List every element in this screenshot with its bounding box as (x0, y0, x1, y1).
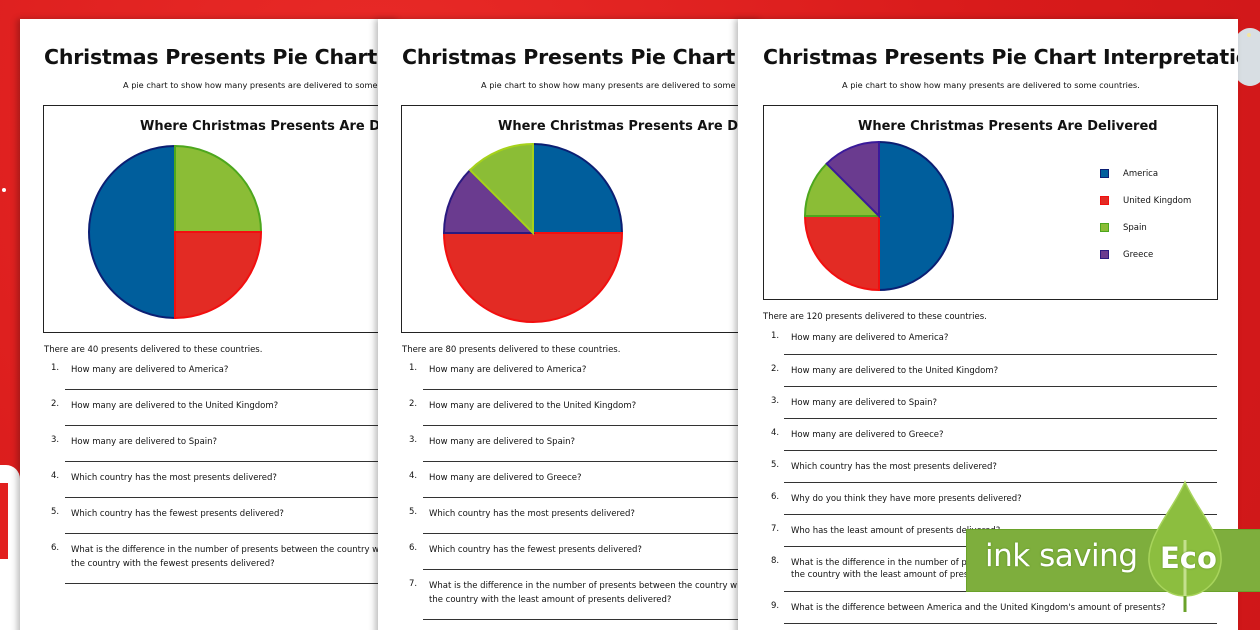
answer-line-4[interactable] (784, 450, 1217, 452)
total-presents-text: There are 80 presents delivered to these… (402, 345, 621, 355)
answer-line-4[interactable] (65, 497, 400, 499)
answer-line-3[interactable] (65, 461, 400, 463)
worksheet-title: Christmas Presents Pie Chart Interpretat… (763, 45, 1238, 69)
chart-frame: Where Christmas Presents Are Delivered A… (763, 105, 1218, 300)
answer-line-1[interactable] (784, 354, 1217, 356)
answer-line-7[interactable] (423, 619, 762, 621)
worksheet-1: Christmas Presents Pie Chart Interpretat… (20, 19, 400, 630)
chart-title: Where Christmas Presents Are Delivered (858, 119, 1158, 134)
answer-line-6[interactable] (65, 583, 400, 585)
snow-dot (1247, 33, 1251, 37)
answer-line-3[interactable] (423, 461, 762, 463)
worksheet-title: Christmas Presents Pie Chart Interpretat… (44, 45, 400, 69)
chart-frame: Where Christmas Presents Are Delivered (401, 105, 762, 333)
answer-line-1[interactable] (423, 389, 762, 391)
answer-line-2[interactable] (423, 425, 762, 427)
answer-line-2[interactable] (65, 425, 400, 427)
worksheet-2: Christmas Presents Pie Chart Interpretat… (378, 19, 762, 630)
chart-title: Where Christmas Presents Are Delivered (498, 119, 762, 134)
answer-line-5[interactable] (784, 482, 1217, 484)
legend-item-spain: Spain (1100, 223, 1147, 233)
background-gift-tag (0, 465, 20, 630)
eco-leaf-icon (1148, 480, 1222, 612)
legend-swatch-spain (1100, 223, 1109, 232)
answer-line-6[interactable] (423, 569, 762, 571)
answer-line-1[interactable] (65, 389, 400, 391)
answer-line-2[interactable] (784, 386, 1217, 388)
total-presents-text: There are 40 presents delivered to these… (44, 345, 263, 355)
pie-chart (88, 144, 263, 320)
worksheet-subtitle: A pie chart to show how many presents ar… (123, 80, 400, 90)
chart-title: Where Christmas Presents Are Delivered (140, 119, 400, 134)
eco-label: Eco (1160, 541, 1217, 575)
legend-item-greece: Greece (1100, 250, 1153, 260)
legend-swatch-greece (1100, 250, 1109, 259)
worksheet-subtitle: A pie chart to show how many presents ar… (842, 80, 1140, 90)
answer-line-9[interactable] (784, 623, 1217, 625)
worksheet-3: Christmas Presents Pie Chart Interpretat… (738, 19, 1238, 630)
answer-line-6[interactable] (784, 514, 1217, 516)
ink-saving-label: ink saving (985, 538, 1138, 574)
pie-chart (803, 140, 954, 292)
answer-line-5[interactable] (65, 533, 400, 535)
answer-line-4[interactable] (423, 497, 762, 499)
total-presents-text: There are 120 presents delivered to thes… (763, 312, 987, 322)
chart-frame: Where Christmas Presents Are Delivered (43, 105, 400, 333)
snow-dot (2, 188, 6, 192)
legend-item-america: America (1100, 169, 1158, 179)
worksheet-subtitle: A pie chart to show how many presents ar… (481, 80, 762, 90)
answer-line-5[interactable] (423, 533, 762, 535)
answer-line-3[interactable] (784, 418, 1217, 420)
legend-swatch-america (1100, 169, 1109, 178)
pie-chart (442, 142, 624, 323)
worksheet-title: Christmas Presents Pie Chart Interpretat… (402, 45, 762, 69)
legend-item-united-kingdom: United Kingdom (1100, 196, 1191, 206)
legend-swatch-united-kingdom (1100, 196, 1109, 205)
